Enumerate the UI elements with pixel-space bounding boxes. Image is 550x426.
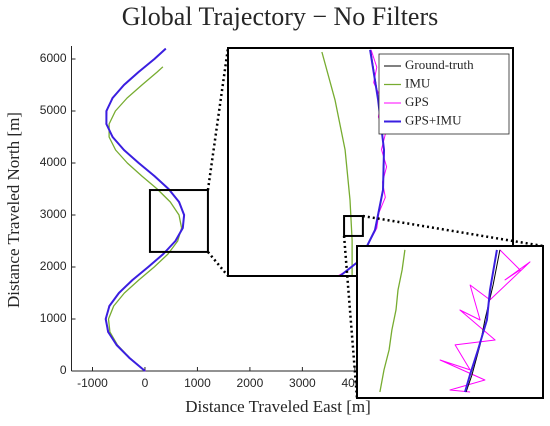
y-tick-label: 6000 — [40, 51, 67, 65]
x-tick-label: 1000 — [184, 376, 211, 390]
x-tick-label: 0 — [142, 376, 149, 390]
x-tick-label: 3000 — [289, 376, 316, 390]
y-tick-label: 4000 — [40, 155, 67, 169]
x-tick-label: 2000 — [237, 376, 264, 390]
series-line — [321, 51, 353, 276]
legend-label: IMU — [405, 75, 431, 90]
legend-label: GPS+IMU — [405, 112, 462, 127]
series-line — [104, 47, 186, 372]
chart-title: Global Trajectory − No Filters — [122, 2, 439, 31]
y-axis-label: Distance Traveled North [m] — [4, 112, 23, 308]
zoom-region — [343, 215, 364, 237]
zoom-connector — [362, 214, 544, 248]
inset-frame — [356, 245, 544, 399]
inset-background — [357, 246, 543, 398]
x-axis-label: Distance Traveled East [m] — [185, 397, 371, 416]
inset-plot — [379, 249, 531, 393]
x-tick-label: -1000 — [77, 376, 108, 390]
zoom-connector — [206, 47, 230, 191]
zoom-region — [148, 189, 209, 253]
y-tick-label: 1000 — [40, 311, 67, 325]
y-tick-label: 3000 — [40, 207, 67, 221]
zoom-connector — [206, 251, 229, 277]
zoom-connector — [342, 235, 359, 399]
legend-label: Ground-truth — [405, 57, 474, 72]
series-line — [464, 249, 498, 393]
y-tick-label: 2000 — [40, 259, 67, 273]
series-line — [107, 66, 183, 372]
series-line — [105, 48, 185, 372]
series-line — [105, 48, 186, 372]
y-tick-label: 5000 — [40, 103, 67, 117]
plot-area — [104, 47, 186, 372]
series-line — [379, 249, 406, 393]
y-tick-label: 0 — [60, 363, 67, 377]
legend-label: GPS — [405, 94, 429, 109]
